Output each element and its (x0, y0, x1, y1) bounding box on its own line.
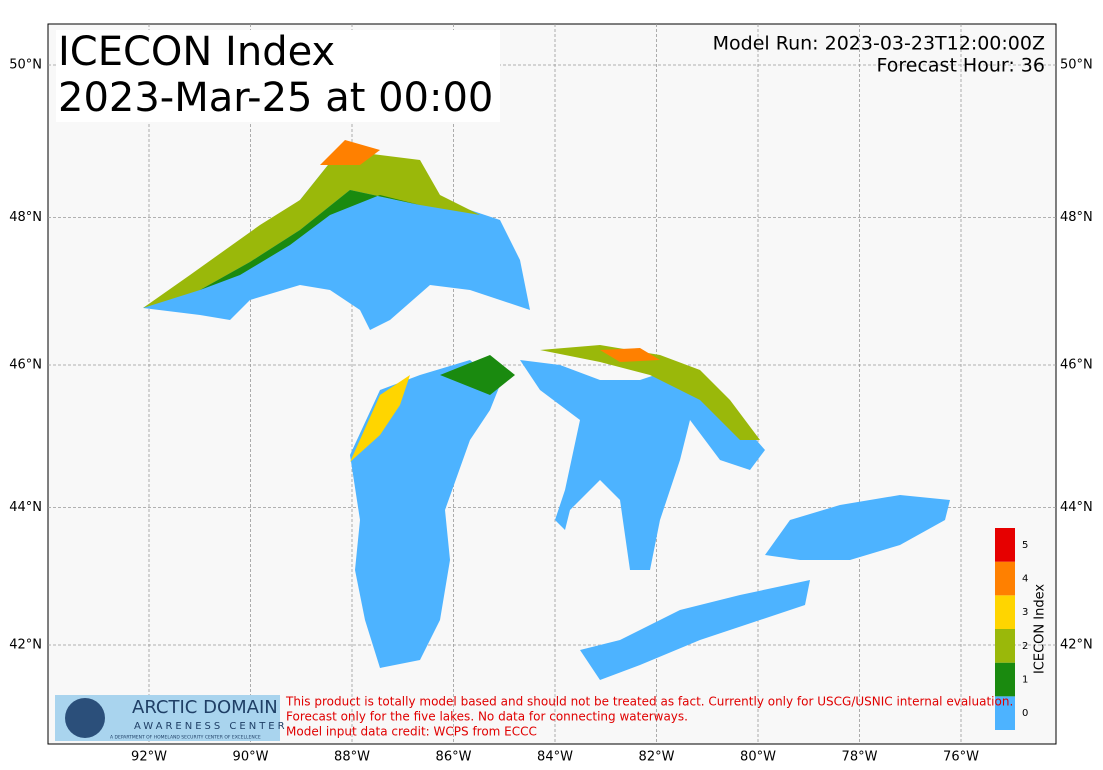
colorbar-segment (995, 561, 1015, 596)
logo-globe (65, 698, 105, 738)
lat-tick-label: 44°N (9, 500, 42, 515)
colorbar: 0 1 2 3 4 5 (995, 528, 1028, 730)
lon-tick-label: 92°W (131, 750, 167, 765)
lake-ontario (765, 495, 950, 560)
lat-tick-label: 48°N (1060, 210, 1093, 225)
valid-time: 2023-Mar-25 at 00:00 (58, 75, 493, 121)
colorbar-segment (995, 595, 1015, 629)
colorbar-tick-label: 5 (1022, 540, 1028, 551)
forecast-hour: Forecast Hour: 36 (877, 55, 1046, 77)
logo-tagline: A DEPARTMENT OF HOMELAND SECURITY CENTER… (110, 735, 261, 741)
lon-tick-label: 84°W (537, 750, 573, 765)
ice-band (200, 190, 420, 290)
model-run: Model Run: 2023-03-23T12:00:00Z (713, 33, 1045, 55)
ice-band (600, 348, 660, 362)
lakes (143, 140, 950, 680)
colorbar-tick-label: 2 (1022, 641, 1028, 652)
colorbar-segment (995, 629, 1015, 663)
lat-tick-label: 42°N (9, 638, 42, 653)
colorbar-tick-label: 4 (1022, 574, 1028, 585)
colorbar-tick-label: 0 (1022, 708, 1028, 719)
lat-tick-label: 50°N (9, 58, 42, 73)
ice-band (540, 345, 760, 440)
colorbar-tick-label: 1 (1022, 675, 1028, 686)
lon-tick-label: 86°W (436, 750, 472, 765)
lake-erie (580, 580, 810, 680)
title: ICECON Index (58, 29, 335, 75)
lon-tick-label: 90°W (233, 750, 269, 765)
lon-tick-label: 78°W (842, 750, 878, 765)
lon-tick-label: 88°W (334, 750, 370, 765)
logo-subname: AWARENESS CENTER (134, 721, 288, 732)
colorbar-segment (995, 662, 1015, 697)
lat-tick-label: 48°N (9, 210, 42, 225)
lat-tick-label: 46°N (1060, 358, 1093, 373)
ice-band (320, 140, 380, 165)
colorbar-label: ICECON Index (1033, 584, 1048, 674)
lat-tick-label: 46°N (9, 358, 42, 373)
ice-band (350, 375, 410, 462)
lat-tick-label: 42°N (1060, 638, 1093, 653)
ice-band (143, 150, 480, 308)
ice-band (440, 355, 515, 395)
title-box (56, 30, 500, 122)
lon-tick-label: 80°W (740, 750, 776, 765)
lat-tick-label: 50°N (1060, 58, 1093, 73)
disclaimer-line: Forecast only for the five lakes. No dat… (286, 710, 688, 724)
colorbar-segment (995, 696, 1015, 730)
colorbar-segment (995, 528, 1015, 562)
disclaimer-line: This product is totally model based and … (285, 695, 1013, 709)
disclaimer-line: Model input data credit: WCPS from ECCC (286, 725, 537, 739)
colorbar-tick-label: 3 (1022, 607, 1028, 618)
lake-michigan (350, 360, 500, 668)
lon-tick-label: 76°W (943, 750, 979, 765)
lake-huron (520, 360, 765, 570)
lon-tick-label: 82°W (639, 750, 675, 765)
logo-name: ARCTIC DOMAIN (132, 697, 278, 718)
lat-tick-label: 44°N (1060, 500, 1093, 515)
